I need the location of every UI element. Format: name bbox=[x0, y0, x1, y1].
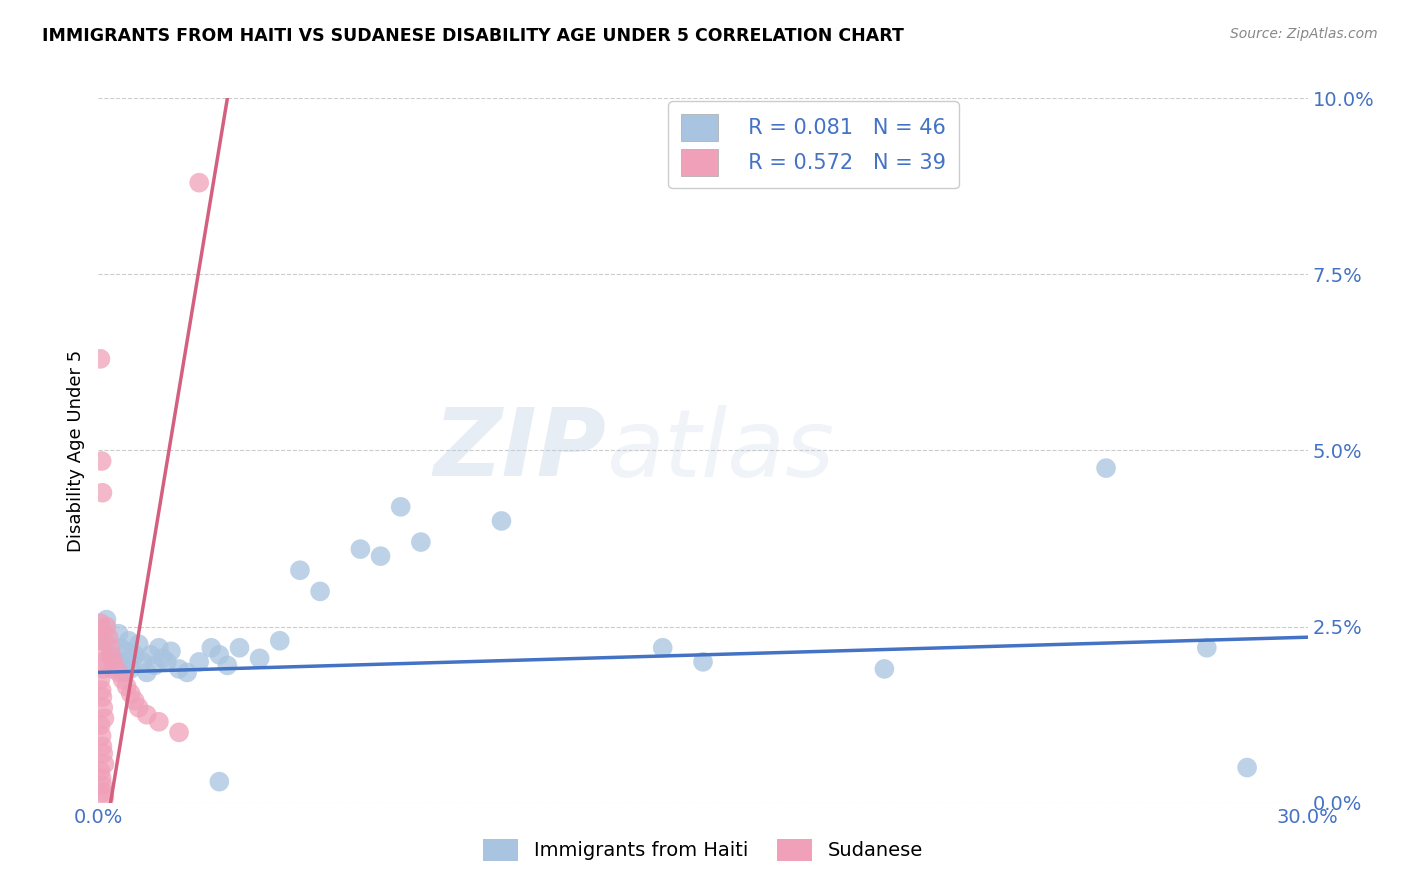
Point bbox=[120, 662, 142, 676]
Point bbox=[96, 613, 118, 627]
Point bbox=[409, 535, 432, 549]
Point bbox=[93, 633, 115, 648]
Point bbox=[135, 707, 157, 722]
Point bbox=[93, 757, 115, 772]
Point bbox=[208, 774, 231, 789]
Y-axis label: Disability Age Under 5: Disability Age Under 5 bbox=[66, 350, 84, 551]
Point bbox=[91, 785, 114, 799]
Point bbox=[176, 665, 198, 680]
Point bbox=[249, 651, 271, 665]
Point bbox=[90, 729, 112, 743]
Point bbox=[93, 711, 115, 725]
Point bbox=[101, 651, 124, 665]
Text: IMMIGRANTS FROM HAITI VS SUDANESE DISABILITY AGE UNDER 5 CORRELATION CHART: IMMIGRANTS FROM HAITI VS SUDANESE DISABI… bbox=[42, 27, 904, 45]
Point bbox=[148, 714, 170, 729]
Point bbox=[139, 648, 162, 662]
Point bbox=[148, 640, 170, 655]
Point bbox=[89, 764, 111, 778]
Legend:   R = 0.081   N = 46,   R = 0.572   N = 39: R = 0.081 N = 46, R = 0.572 N = 39 bbox=[668, 102, 959, 188]
Point bbox=[208, 648, 231, 662]
Point bbox=[89, 718, 111, 732]
Point bbox=[120, 687, 142, 701]
Point bbox=[100, 648, 122, 662]
Point bbox=[370, 549, 392, 564]
Point bbox=[309, 584, 332, 599]
Legend: Immigrants from Haiti, Sudanese: Immigrants from Haiti, Sudanese bbox=[475, 830, 931, 869]
Text: atlas: atlas bbox=[606, 405, 835, 496]
Text: ZIP: ZIP bbox=[433, 404, 606, 497]
Point bbox=[135, 665, 157, 680]
Point bbox=[91, 700, 114, 714]
Point bbox=[101, 662, 124, 676]
Point bbox=[89, 616, 111, 631]
Point bbox=[90, 644, 112, 658]
Point bbox=[167, 662, 190, 676]
Point bbox=[111, 655, 134, 669]
Point bbox=[288, 563, 311, 577]
Point bbox=[167, 725, 190, 739]
Point bbox=[651, 640, 673, 655]
Point bbox=[1195, 640, 1218, 655]
Point bbox=[89, 673, 111, 687]
Point bbox=[152, 651, 174, 665]
Point bbox=[200, 640, 222, 655]
Point bbox=[118, 633, 141, 648]
Point bbox=[143, 658, 166, 673]
Point bbox=[93, 790, 115, 805]
Point bbox=[89, 351, 111, 366]
Point bbox=[349, 542, 371, 557]
Point bbox=[491, 514, 513, 528]
Point bbox=[692, 655, 714, 669]
Point bbox=[115, 644, 138, 658]
Point bbox=[97, 630, 120, 644]
Point bbox=[188, 655, 211, 669]
Point bbox=[107, 626, 129, 640]
Point bbox=[1236, 760, 1258, 774]
Point bbox=[91, 655, 114, 669]
Point bbox=[121, 651, 143, 665]
Point bbox=[269, 633, 291, 648]
Point bbox=[91, 662, 114, 676]
Point bbox=[389, 500, 412, 514]
Point bbox=[111, 673, 134, 687]
Point bbox=[128, 637, 150, 651]
Point bbox=[103, 655, 125, 669]
Text: Source: ZipAtlas.com: Source: ZipAtlas.com bbox=[1230, 27, 1378, 41]
Point bbox=[156, 655, 179, 669]
Point bbox=[114, 665, 136, 680]
Point bbox=[90, 771, 112, 785]
Point bbox=[124, 648, 146, 662]
Point bbox=[110, 640, 132, 655]
Point bbox=[91, 747, 114, 761]
Point bbox=[188, 176, 211, 190]
Point bbox=[91, 485, 114, 500]
Point bbox=[91, 739, 114, 754]
Point bbox=[160, 644, 183, 658]
Point bbox=[91, 690, 114, 705]
Point bbox=[89, 633, 111, 648]
Point bbox=[103, 658, 125, 673]
Point bbox=[90, 683, 112, 698]
Point bbox=[91, 778, 114, 792]
Point bbox=[128, 700, 150, 714]
Point bbox=[107, 665, 129, 680]
Point bbox=[217, 658, 239, 673]
Point bbox=[115, 680, 138, 694]
Point bbox=[1095, 461, 1118, 475]
Point bbox=[228, 640, 250, 655]
Point bbox=[132, 655, 155, 669]
Point bbox=[90, 623, 112, 637]
Point bbox=[90, 454, 112, 468]
Point bbox=[100, 640, 122, 655]
Point bbox=[873, 662, 896, 676]
Point bbox=[124, 693, 146, 707]
Point bbox=[96, 619, 118, 633]
